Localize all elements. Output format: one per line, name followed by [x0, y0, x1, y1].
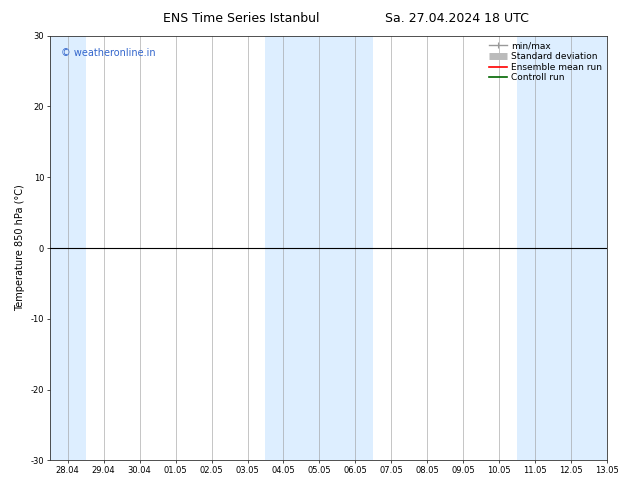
Bar	[266, 36, 373, 461]
Legend: min/max, Standard deviation, Ensemble mean run, Controll run: min/max, Standard deviation, Ensemble me…	[486, 37, 605, 86]
Text: ENS Time Series Istanbul: ENS Time Series Istanbul	[163, 12, 319, 25]
Y-axis label: Temperature 850 hPa (°C): Temperature 850 hPa (°C)	[15, 185, 25, 312]
Bar	[517, 36, 607, 461]
Bar	[49, 36, 86, 461]
Text: Sa. 27.04.2024 18 UTC: Sa. 27.04.2024 18 UTC	[385, 12, 528, 25]
Text: © weatheronline.in: © weatheronline.in	[61, 49, 155, 58]
